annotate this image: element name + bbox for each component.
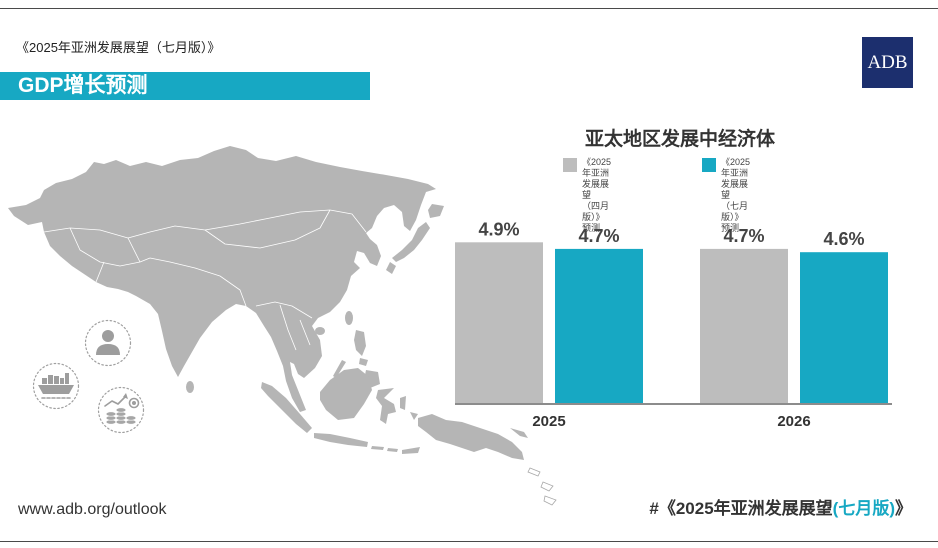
sri-lanka bbox=[186, 381, 194, 393]
value-label-series1-2026: 4.7% bbox=[723, 226, 764, 246]
value-label-series1-2025: 4.9% bbox=[478, 219, 519, 239]
value-label-series2-2026: 4.6% bbox=[823, 229, 864, 249]
hainan bbox=[315, 327, 325, 335]
publication-title: 《2025年亚洲发展展望（七月版）》 bbox=[16, 40, 221, 55]
taiwan bbox=[345, 311, 353, 325]
top-divider bbox=[0, 8, 938, 9]
bottom-divider bbox=[0, 541, 938, 542]
sulawesi bbox=[376, 388, 396, 424]
bar-series1-2025 bbox=[455, 242, 543, 404]
bismarck-islands bbox=[510, 428, 528, 438]
new-guinea bbox=[418, 414, 524, 460]
legend-label-april-forecast: 《2025年亚洲发展展望 （四月版）》预测 bbox=[582, 157, 612, 233]
bar-series1-2026 bbox=[700, 248, 788, 404]
japan bbox=[386, 204, 444, 274]
maluku bbox=[400, 396, 418, 420]
chart-legend: 《2025年亚洲发展展望 （四月版）》预测 《2025年亚洲发展展望 （七月版）… bbox=[563, 157, 823, 233]
person-icon bbox=[84, 319, 132, 367]
sumatra bbox=[261, 382, 312, 433]
philippines bbox=[333, 330, 380, 388]
x-tick-label-2026: 2026 bbox=[777, 413, 810, 430]
bar-series2-2025 bbox=[555, 248, 643, 404]
title-banner: GDP增长预测 bbox=[0, 72, 370, 100]
legend-swatch-gray bbox=[563, 158, 577, 172]
hashtag: #《2025年亚洲发展展望(七月版)》 bbox=[649, 498, 912, 520]
sakhalin bbox=[407, 196, 414, 222]
bar-series2-2026 bbox=[800, 252, 888, 404]
banner-title: GDP增长预测 bbox=[18, 74, 148, 97]
cargo-ship-icon bbox=[32, 362, 80, 410]
coins-growth-icon bbox=[97, 386, 145, 434]
legend-label-july-forecast: 《2025年亚洲发展展望 （七月版）》预测 bbox=[721, 157, 751, 233]
asia-pacific-map bbox=[8, 146, 557, 506]
hashtag-prefix: #《2025年亚洲发展展望 bbox=[649, 499, 833, 518]
x-tick-label-2025: 2025 bbox=[532, 413, 565, 430]
bar-chart: 4.9% 4.7% 2025 4.7% 4.6% 2026 bbox=[455, 219, 892, 430]
java bbox=[314, 433, 368, 447]
logo-text: ADB bbox=[867, 52, 908, 73]
borneo bbox=[320, 368, 372, 420]
hashtag-highlight: (七月版) bbox=[832, 499, 895, 518]
website-url: www.adb.org/outlook bbox=[18, 501, 167, 518]
pacific-islets bbox=[527, 467, 557, 506]
lesser-sunda-islands bbox=[371, 446, 420, 454]
legend-swatch-teal bbox=[702, 158, 716, 172]
chart-title: 亚太地区发展中经济体 bbox=[584, 129, 775, 150]
value-label-series2-2025: 4.7% bbox=[578, 226, 619, 246]
hashtag-suffix: 》 bbox=[895, 499, 912, 518]
adb-logo: ADB bbox=[862, 37, 913, 88]
